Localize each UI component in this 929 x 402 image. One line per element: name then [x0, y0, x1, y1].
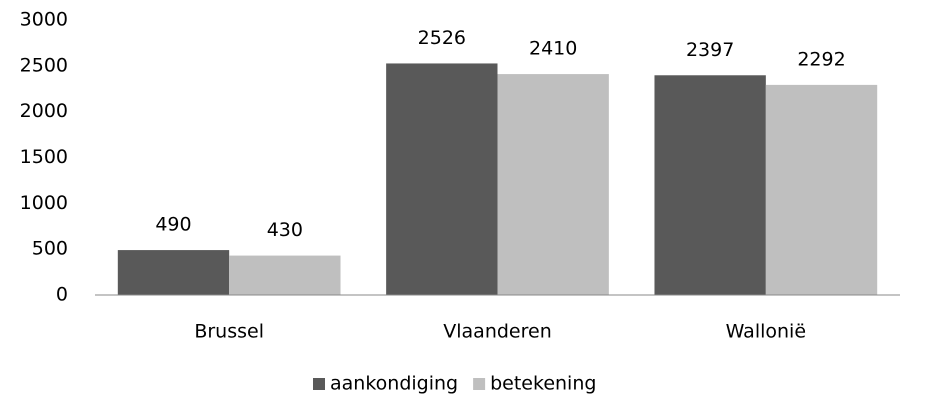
- bar: [654, 75, 766, 296]
- y-tick-label: 1000: [20, 192, 68, 214]
- y-tick-label: 2500: [20, 54, 68, 76]
- x-tick-label: Vlaanderen: [443, 321, 551, 343]
- bar: [229, 255, 341, 295]
- y-tick-label: 2000: [20, 100, 68, 122]
- y-tick-label: 500: [32, 238, 68, 260]
- y-tick-label: 3000: [20, 9, 68, 31]
- bar: [386, 63, 498, 296]
- bar: [765, 84, 878, 296]
- x-tick-label: Wallonië: [726, 321, 806, 343]
- bar: [117, 250, 230, 295]
- x-tick-label: Brussel: [194, 321, 264, 343]
- legend-swatch: [473, 378, 486, 390]
- y-tick-label: 0: [56, 284, 68, 306]
- bar: [497, 74, 609, 295]
- data-label: 2397: [686, 39, 734, 61]
- legend-swatch: [313, 378, 325, 390]
- data-label: 490: [155, 214, 191, 236]
- data-label: 2292: [797, 48, 845, 70]
- data-label: 2526: [418, 27, 466, 49]
- legend-label: betekening: [490, 373, 596, 395]
- legend-label: aankondiging: [330, 373, 458, 395]
- y-tick-label: 1500: [20, 146, 68, 168]
- data-label: 2410: [529, 38, 577, 60]
- data-label: 430: [267, 219, 303, 241]
